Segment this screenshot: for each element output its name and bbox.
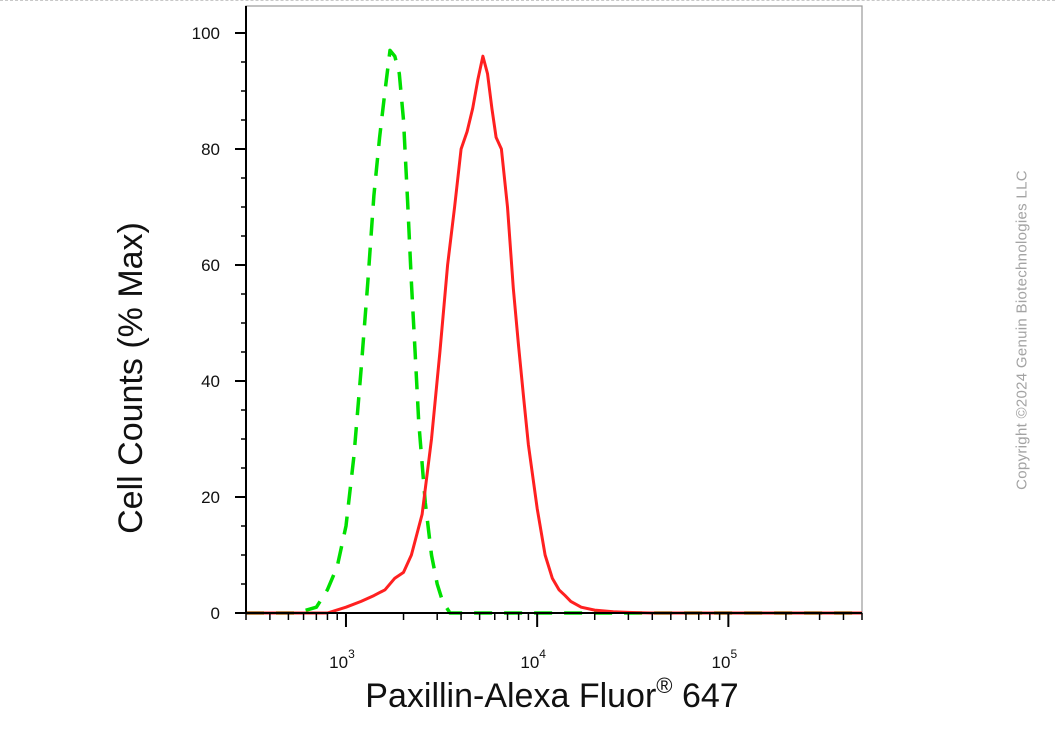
top-dashed-border [0,0,1055,1]
y-axis-ticks: 0 20 40 60 80 100 [192,24,246,623]
plot-frame [245,5,863,614]
y-axis-label: Cell Counts (% Max) [112,222,150,534]
y-tick-label: 80 [201,140,220,159]
x-tick-label: 104 [520,647,546,672]
y-tick-label: 20 [201,488,220,507]
y-tick-label: 40 [201,372,220,391]
copyright-watermark: Copyright ©2024 Genuin Biotechnologies L… [1013,170,1031,490]
x-tick-label: 103 [329,647,355,672]
x-tick-exponent: 4 [539,647,546,661]
y-tick-label: 100 [192,24,220,43]
x-tick-base: 10 [329,653,348,672]
series-line-dashed-green [246,48,862,615]
x-tick-base: 10 [520,653,539,672]
x-axis-label-suffix: 647 [673,677,739,715]
y-tick-label: 0 [211,604,220,623]
x-axis-label: Paxillin-Alexa Fluor® 647 [365,673,738,715]
x-tick-label: 105 [712,647,738,672]
x-tick-exponent: 5 [730,647,737,661]
x-axis-label-main: Paxillin-Alexa Fluor [365,677,656,715]
x-axis-label-registered: ® [656,673,672,698]
x-tick-exponent: 3 [348,647,355,661]
x-axis-ticks: 103 104 105 [245,613,863,672]
x-tick-base: 10 [712,653,731,672]
series-layer [246,48,862,615]
y-tick-label: 60 [201,256,220,275]
series-line-solid-red [246,54,862,615]
